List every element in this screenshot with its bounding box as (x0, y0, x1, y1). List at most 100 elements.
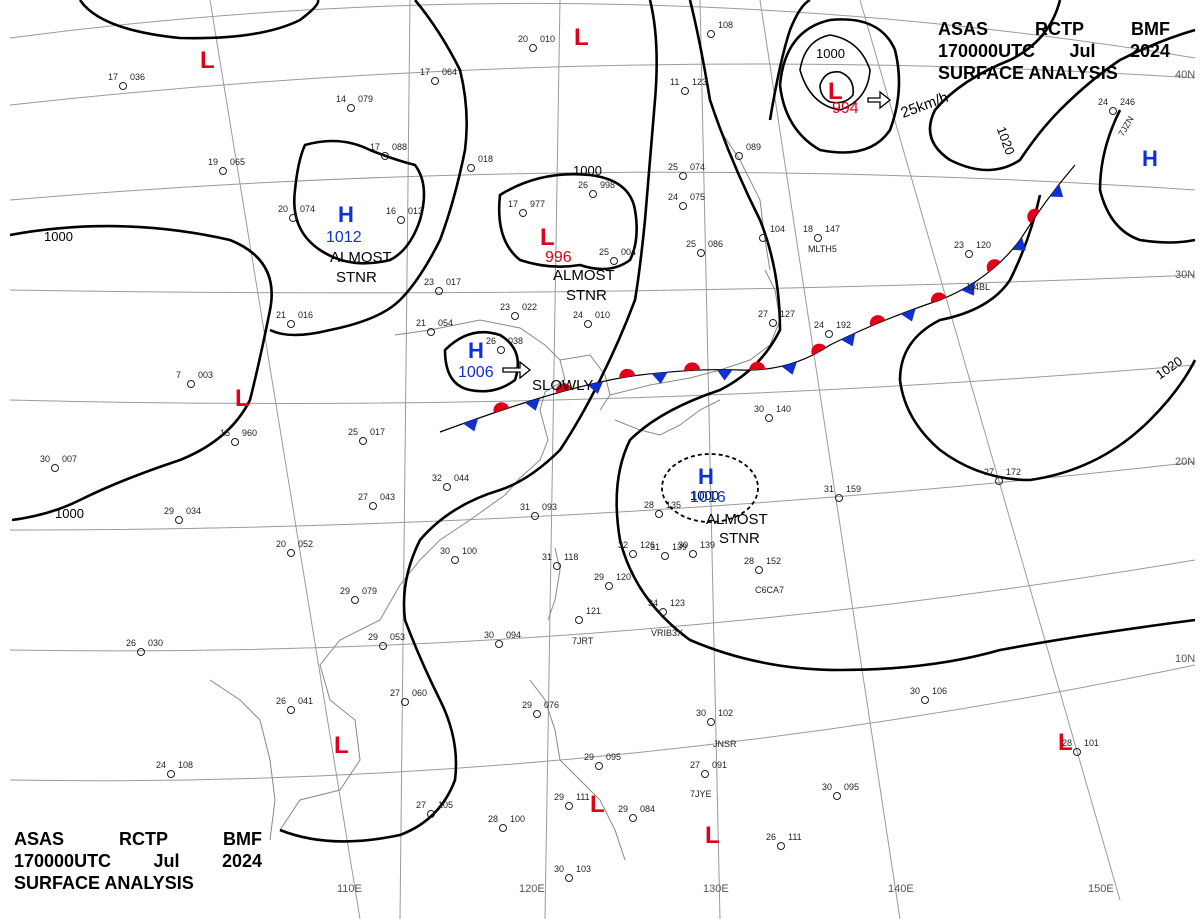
station-pressure: 017 (446, 277, 461, 287)
high-pressure-value: 1016 (690, 489, 726, 506)
station-pressure: 010 (595, 310, 610, 320)
station-plot: 30 140 (754, 404, 791, 422)
station-temperature: 24 (573, 310, 583, 320)
station-plot: 104 (759, 224, 785, 242)
station-circle (167, 770, 175, 778)
station-plot: 23 017 (424, 277, 461, 295)
header-station-code: RCTP (119, 829, 168, 849)
isobar-1000-west (9, 224, 273, 522)
warm-front-semicircle (986, 259, 1001, 273)
station-circle (175, 516, 183, 524)
header-year: 2024 (1129, 41, 1170, 61)
station-pressure: 034 (186, 506, 201, 516)
front-symbol (869, 315, 886, 327)
station-circle (629, 550, 637, 558)
movement-note: ALMOST (553, 267, 615, 284)
station-temperature: 23 (500, 302, 510, 312)
station-pressure: 152 (766, 556, 781, 566)
station-plot: 15 960 (220, 428, 257, 446)
station-pressure: 140 (776, 404, 791, 414)
station-temperature: 14 (336, 94, 346, 104)
station-temperature: 32 (432, 473, 442, 483)
station-plot: 17 977 (508, 199, 545, 217)
station-plot: 17 036 (108, 72, 145, 90)
front-symbol (716, 369, 733, 381)
station-circle (531, 512, 539, 520)
stationary-front (439, 164, 1076, 433)
front-symbol (840, 332, 856, 347)
isobar-label: 1000 (55, 506, 84, 521)
isobar-label: 1000 (573, 163, 602, 178)
station-plot: 11 123 (670, 77, 707, 95)
warm-front-semicircle (930, 292, 947, 304)
front-symbol (493, 402, 510, 413)
high-symbol: H (468, 338, 484, 363)
station-temperature: 25 (686, 239, 696, 249)
station-pressure: 086 (708, 239, 723, 249)
station-temperature: 24 (814, 320, 824, 330)
ship-callsign: MLTH5 (808, 244, 837, 254)
station-temperature: 28 (1062, 738, 1072, 748)
longitude-line-110e (209, 0, 361, 919)
station-plot: 28 101 (1062, 738, 1099, 756)
station-temperature: 30 (440, 546, 450, 556)
station-plot: 23 022 (500, 302, 537, 320)
front-symbol (1049, 183, 1064, 198)
station-plot: 29 095 (584, 752, 621, 770)
latitude-line-35n (9, 171, 1196, 201)
station-circle (589, 190, 597, 198)
station-plot: 31 159 (824, 484, 861, 502)
station-temperature: 27 (390, 688, 400, 698)
cold-front-triangle (900, 308, 916, 322)
isobar-1020-south (898, 194, 1197, 482)
station-circle (835, 494, 843, 502)
station-circle (825, 330, 833, 338)
station-plot: 30 139 (678, 540, 715, 558)
station-plot: 29 034 (164, 506, 201, 524)
low-symbol: L (705, 822, 720, 849)
station-temperature: 25 (599, 247, 609, 257)
station-pressure: 127 (780, 309, 795, 319)
station-circle (679, 202, 687, 210)
station-circle (287, 320, 295, 328)
header-month: Jul (1069, 41, 1096, 61)
isobars (9, 0, 1197, 843)
station-circle (499, 824, 507, 832)
movement-note: STNR (336, 269, 377, 286)
station-temperature: 27 (690, 760, 700, 770)
longitude-line-115e (399, 0, 411, 919)
station-temperature: 7 (176, 370, 181, 380)
station-temperature: 30 (484, 630, 494, 640)
station-temperature: 28 (644, 500, 654, 510)
station-plot: 21 016 (276, 310, 313, 328)
station-plot: 27 043 (358, 492, 395, 510)
station-pressure: 004 (621, 247, 636, 257)
station-pressure: 135 (666, 500, 681, 510)
station-plot: 108 (707, 20, 733, 38)
station-circle (231, 438, 239, 446)
isobar-label: 1000 (44, 229, 73, 244)
station-circle (379, 642, 387, 650)
station-temperature: 29 (584, 752, 594, 762)
isobar-ne-a (768, 0, 811, 121)
station-plot: 29 120 (594, 572, 631, 590)
station-plot: 17 088 (370, 142, 407, 160)
station-circle (351, 596, 359, 604)
station-plot: 23 120 (954, 240, 991, 258)
station-temperature: 27 (984, 467, 994, 477)
low-symbol: L (574, 24, 589, 51)
station-temperature: 25 (348, 427, 358, 437)
station-circle (681, 87, 689, 95)
front-symbol (961, 282, 976, 296)
station-circle (921, 696, 929, 704)
station-temperature: 23 (424, 277, 434, 287)
low-symbol: L (590, 791, 605, 818)
station-circle (467, 164, 475, 172)
latitude-line-5n (9, 664, 1196, 782)
front-symbol (587, 381, 604, 394)
low-pressure-value: 994 (832, 100, 859, 117)
station-pressure: 172 (1006, 467, 1021, 477)
front-symbol (1012, 237, 1026, 251)
movement-arrow-icon (867, 90, 892, 110)
high-symbol: H (698, 464, 714, 489)
